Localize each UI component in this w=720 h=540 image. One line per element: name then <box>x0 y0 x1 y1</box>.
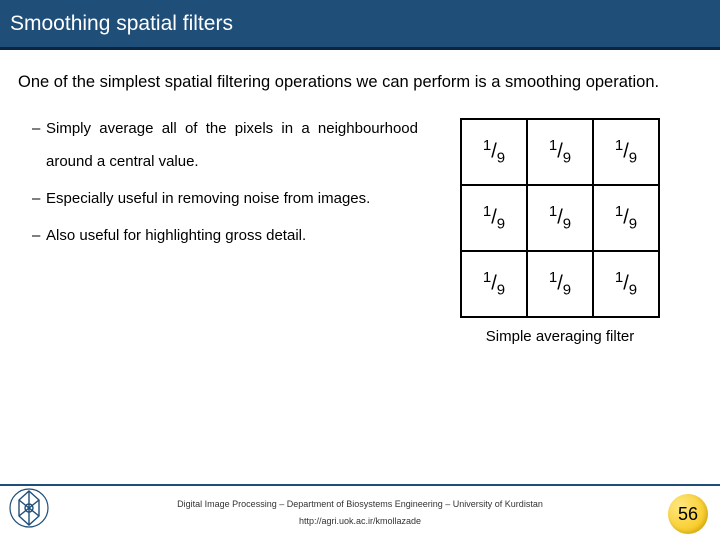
filter-cell: 1/9 <box>593 185 659 251</box>
bullet-item: Also useful for highlighting gross detai… <box>32 219 418 252</box>
page-number: 56 <box>678 504 698 525</box>
footer: Digital Image Processing – Department of… <box>0 484 720 540</box>
bullet-item: Simply average all of the pixels in a ne… <box>32 112 418 178</box>
filter-caption: Simple averaging filter <box>486 328 634 345</box>
filter-panel: 1/9 1/9 1/9 1/9 1/9 1/9 1/9 1/9 1/9 Simp… <box>418 112 702 345</box>
filter-cell: 1/9 <box>527 251 593 317</box>
lower-row: Simply average all of the pixels in a ne… <box>18 112 702 345</box>
filter-cell: 1/9 <box>461 119 527 185</box>
page-number-badge: 56 <box>668 494 708 534</box>
bullet-item: Especially useful in removing noise from… <box>32 182 418 215</box>
filter-cell: 1/9 <box>593 119 659 185</box>
filter-grid: 1/9 1/9 1/9 1/9 1/9 1/9 1/9 1/9 1/9 <box>460 118 660 318</box>
filter-cell: 1/9 <box>461 185 527 251</box>
filter-cell: 1/9 <box>527 119 593 185</box>
university-logo-icon <box>8 487 50 534</box>
filter-cell: 1/9 <box>593 251 659 317</box>
intro-text: One of the simplest spatial filtering op… <box>18 64 702 100</box>
slide-title: Smoothing spatial filters <box>10 12 233 36</box>
title-bar: Smoothing spatial filters <box>0 0 720 50</box>
footer-text: Digital Image Processing – Department of… <box>0 496 720 530</box>
filter-cell: 1/9 <box>461 251 527 317</box>
filter-cell: 1/9 <box>527 185 593 251</box>
content-area: One of the simplest spatial filtering op… <box>0 50 720 345</box>
footer-line1: Digital Image Processing – Department of… <box>0 496 720 513</box>
bullet-list: Simply average all of the pixels in a ne… <box>18 112 418 345</box>
footer-line2: http://agri.uok.ac.ir/kmollazade <box>0 513 720 530</box>
